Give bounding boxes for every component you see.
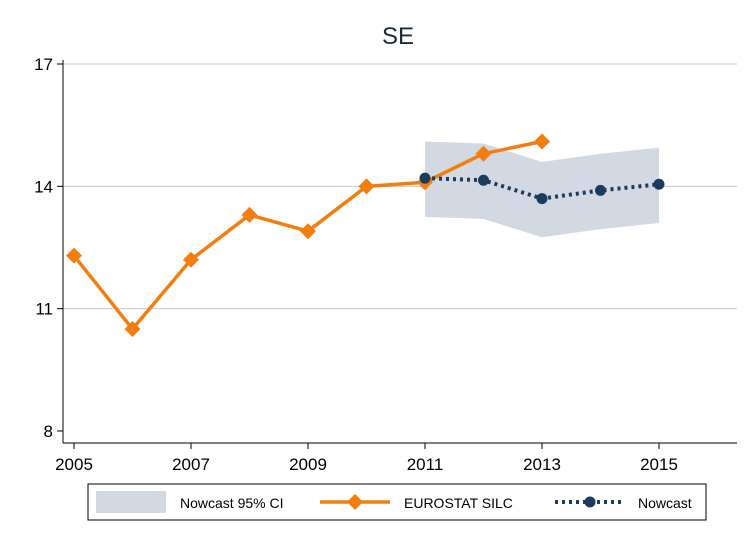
- legend-swatch-nowcast-marker: [584, 496, 596, 508]
- x-tick-label: 2011: [407, 455, 444, 474]
- x-tick-label: 2005: [55, 455, 93, 474]
- nowcast-point: [536, 193, 548, 205]
- eurostat-point: [124, 321, 141, 338]
- ci-bands: [425, 141, 659, 238]
- legend-label-eurostat: EUROSTAT SILC: [404, 495, 513, 511]
- chart-title: SE: [382, 23, 414, 50]
- x-tick-label: 2009: [289, 455, 327, 474]
- legend: Nowcast 95% CI EUROSTAT SILC Nowcast: [87, 483, 707, 521]
- x-tick-label: 2013: [523, 455, 561, 474]
- legend-label-nowcast: Nowcast: [638, 495, 692, 511]
- y-tick-label: 14: [34, 177, 53, 196]
- eurostat-point: [475, 145, 492, 162]
- eurostat-point: [534, 133, 550, 150]
- eurostat-point: [300, 223, 316, 240]
- x-tick-label: 2007: [172, 455, 210, 474]
- nowcast-point: [419, 172, 431, 184]
- x-tick-label: 2015: [640, 455, 678, 474]
- eurostat-point: [183, 251, 199, 268]
- nowcast-point: [478, 174, 489, 186]
- eurostat-point: [358, 178, 375, 195]
- axes: 8 11 14 17 2005 2007 2009 2011 2013 2015: [34, 55, 737, 474]
- nowcast-point: [653, 178, 665, 190]
- y-tick-label: 8: [44, 422, 53, 441]
- legend-label-ci: Nowcast 95% CI: [180, 495, 283, 511]
- y-tick-label: 11: [35, 300, 53, 319]
- nowcast-point: [595, 184, 606, 196]
- legend-box: [87, 483, 707, 521]
- legend-swatch-eurostat-marker: [347, 494, 363, 510]
- legend-swatch-ci: [96, 491, 166, 513]
- ci-band: [425, 141, 659, 238]
- eurostat-point: [66, 247, 82, 264]
- series-markers: [66, 133, 665, 338]
- y-tick-label: 17: [34, 55, 53, 74]
- eurostat-point: [241, 206, 258, 223]
